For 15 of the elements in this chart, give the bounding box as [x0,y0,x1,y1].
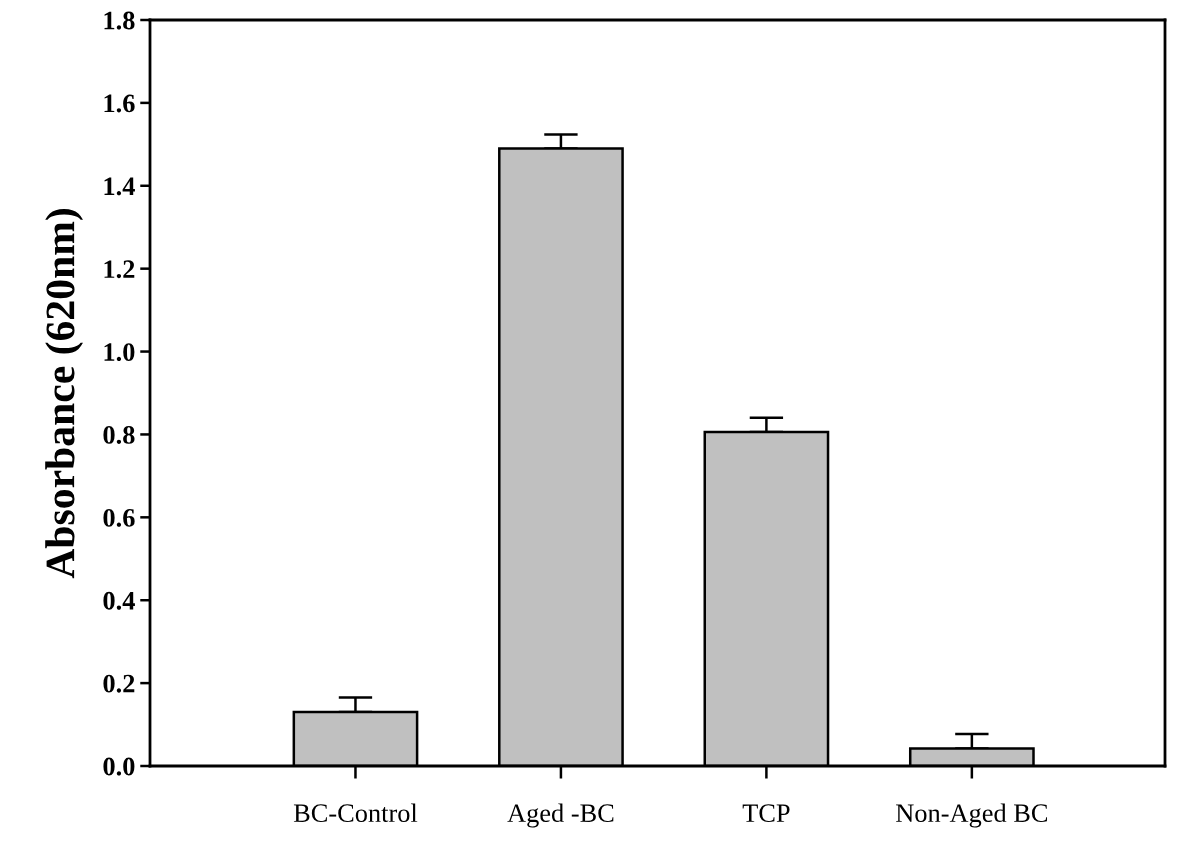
y-tick-label: 0.4 [103,591,135,610]
x-tick-label: Non-Aged BC [896,803,1047,828]
y-tick-label: 1.0 [104,343,135,362]
x-tick-label: Aged -BC [507,803,614,828]
y-tick-label: 0.2 [103,674,135,693]
y-tick-label: 0.8 [103,426,135,444]
y-tick-label: 0.0 [103,757,135,776]
y-tick-label: 1.2 [104,260,135,279]
y-tick-label: 1.4 [104,177,135,196]
y-tick-label: 0.6 [103,508,135,527]
x-tick-label: TCP [742,804,790,823]
x-tick-label: BC-Control [293,803,418,823]
y-tick-label: 1.8 [104,11,135,30]
y-axis-title: Absorbance (620nm) [45,209,83,579]
y-tick-label: 1.6 [104,94,135,113]
